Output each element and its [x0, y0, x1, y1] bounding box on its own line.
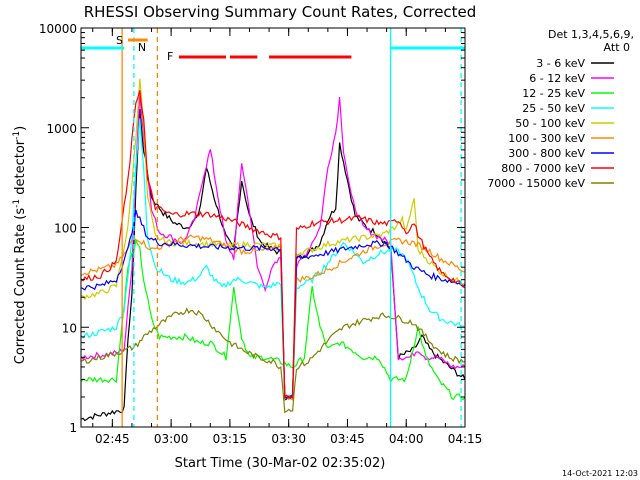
x-tick-label-7: 04:15 [448, 432, 483, 446]
footer-date: 14-Oct-2021 12:03 [562, 469, 638, 478]
y-tick-label-1: 1 [69, 421, 77, 435]
x-tick-label-5: 03:45 [330, 432, 365, 446]
chart-title: RHESSI Observing Summary Count Rates, Co… [84, 3, 477, 21]
y-axis-label-main: Corrected Count Rate (s [13, 208, 28, 365]
y-tick-label-2: 10 [62, 321, 77, 335]
y-tick-label-3: 100 [54, 222, 77, 236]
x-axis-label: Start Time (30-Mar-02 02:35:02) [175, 456, 386, 471]
x-tick-label-6: 04:00 [389, 432, 424, 446]
y-axis-label: Corrected Count Rate (s-1 detector-1) [12, 126, 28, 364]
x-tick-label-3: 03:15 [213, 432, 248, 446]
series-line-8 [80, 90, 466, 399]
legend-label-9: 7000 - 15000 keV [487, 177, 585, 190]
legend-label-3: 12 - 25 keV [522, 87, 585, 100]
legend-label-8: 800 - 7000 keV [501, 162, 585, 175]
plot-frame [80, 27, 466, 428]
series-line-4 [80, 118, 466, 399]
x-tick-label-2: 03:00 [154, 432, 189, 446]
mode-label-night: N [138, 41, 146, 54]
legend-label-7: 300 - 800 keV [508, 147, 585, 160]
x-tick-label-4: 03:30 [271, 432, 306, 446]
y-axis-label-end: ) [13, 126, 28, 131]
legend-label-1: 3 - 6 keV [536, 57, 585, 70]
y-axis-label-mid: detector [13, 139, 28, 199]
legend-label-2: 6 - 12 keV [529, 72, 585, 85]
series-line-7 [80, 209, 466, 399]
y-tick-label-5: 10000 [39, 22, 77, 36]
legend-header-line-2: Att 0 [604, 41, 630, 54]
legend-label-6: 100 - 300 keV [508, 132, 585, 145]
x-tick-label-1: 02:45 [95, 432, 130, 446]
series-line-9 [80, 307, 466, 414]
y-tick-label-4: 1000 [46, 122, 77, 136]
mode-label-saa: S [116, 34, 123, 47]
legend-label-5: 50 - 100 keV [515, 117, 585, 130]
series-line-3 [80, 238, 466, 401]
series-line-6 [80, 234, 465, 401]
series-line-5 [80, 78, 466, 401]
y-axis-label-sup1: -1 [12, 199, 22, 208]
y-axis-label-sup2: -1 [12, 131, 22, 140]
mode-label-flare: F [167, 50, 173, 63]
legend-header-line-1: Det 1,3,4,5,6,9, [548, 28, 634, 41]
legend-label-4: 25 - 50 keV [522, 102, 585, 115]
legend: Det 1,3,4,5,6,9, Att 0 3 - 6 keV 6 - 12 k… [487, 28, 634, 190]
